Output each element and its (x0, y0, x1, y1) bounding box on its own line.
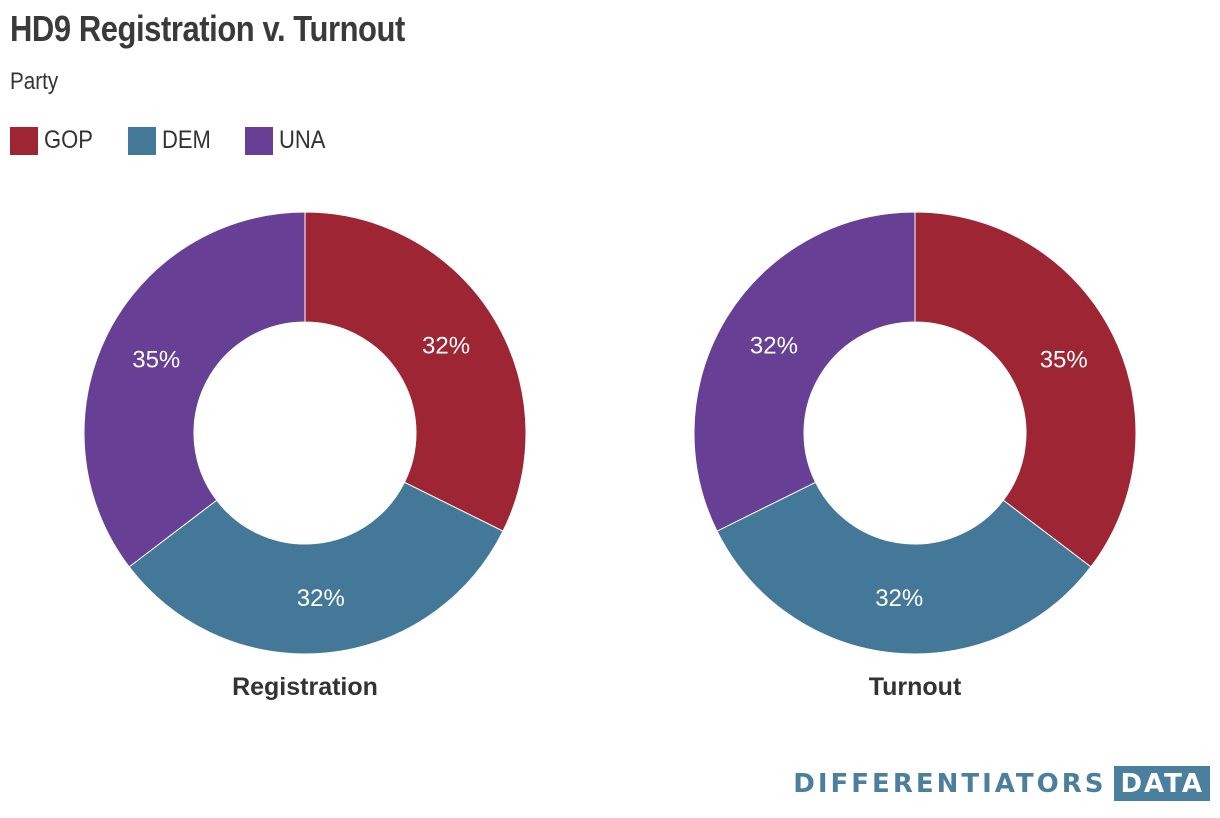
legend-label-dem: DEM (161, 126, 211, 154)
slice-label-dem-turnout: 32% (875, 585, 923, 612)
slice-label-gop-registration: 32% (422, 332, 470, 359)
slice-una-registration[interactable] (83, 211, 306, 568)
legend-item-una[interactable]: UNA (245, 126, 332, 155)
chart-caption-registration: Registration (232, 673, 378, 701)
donut-registration: 32% 32% 35% Registration (83, 211, 527, 701)
legend-label-gop: GOP (44, 126, 93, 154)
legend-swatch-dem (127, 126, 156, 155)
chart-subtitle: Party (10, 68, 59, 95)
slice-label-dem-registration: 32% (297, 585, 345, 612)
legend-label-una: UNA (279, 126, 326, 154)
legend-item-dem[interactable]: DEM (127, 126, 218, 155)
slice-label-una-registration: 35% (132, 346, 180, 373)
legend-item-gop[interactable]: GOP (10, 126, 100, 155)
slice-label-una-turnout: 32% (750, 332, 798, 359)
slice-dem-registration[interactable] (128, 481, 504, 655)
slice-label-gop-turnout: 35% (1040, 346, 1088, 373)
donut-turnout: 35% 32% 32% Turnout (693, 211, 1137, 701)
donut-charts: 32% 32% 35% Registration 35% 32% 32% Turnout (83, 211, 1137, 701)
brand-logo: DIFFERENTIATORS DATA (793, 766, 1210, 801)
slice-gop-turnout[interactable] (914, 211, 1137, 568)
chart-title: HD9 Registration v. Turnout (10, 8, 405, 49)
brand-word: DIFFERENTIATORS (793, 768, 1107, 799)
slice-dem-turnout[interactable] (716, 481, 1092, 655)
slice-gop-registration[interactable] (304, 211, 527, 532)
chart-caption-turnout: Turnout (869, 673, 962, 701)
legend-swatch-una (245, 126, 274, 155)
slice-una-turnout[interactable] (693, 211, 916, 532)
legend: GOP DEM UNA (10, 126, 332, 155)
brand-box: DATA (1114, 766, 1210, 801)
legend-swatch-gop (10, 126, 38, 155)
